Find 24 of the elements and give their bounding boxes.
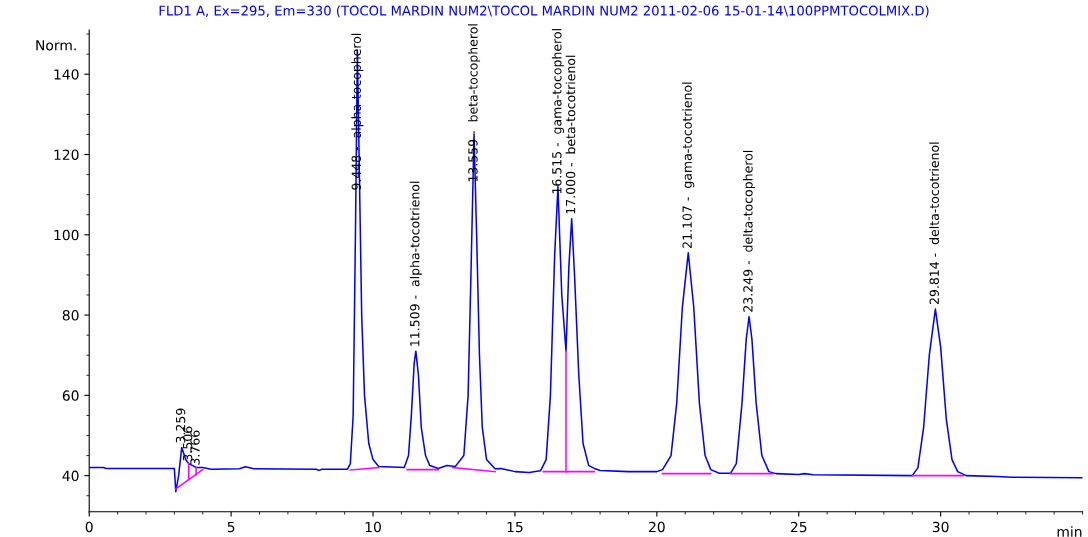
chart-title: FLD1 A, Ex=295, Em=330 (TOCOL MARDIN NUM2\TOCOL MARDIN NUM2 2011-02-06 15-01-14\100PPMTOCOLMIX.D) xyxy=(159,5,929,18)
y-tick-label: 40 xyxy=(62,470,79,482)
x-tick-label: 10 xyxy=(365,521,381,533)
x-tick-label: 30 xyxy=(932,521,949,533)
annotation: 11.509 - alpha-tocotrienol xyxy=(409,181,422,346)
x-tick-label: 20 xyxy=(649,521,665,533)
annotation: 21.107 - gama-tocotrienol xyxy=(682,82,695,248)
x-axis-title: min xyxy=(1057,526,1082,537)
annotation: 9.448 - alpha-tocopherol xyxy=(351,33,364,190)
annotation: 29.814 - delta-tocotrienol xyxy=(929,142,939,305)
y-tick-label: 80 xyxy=(62,310,79,321)
y-tick-label: 100 xyxy=(54,229,79,241)
y-tick-label: 140 xyxy=(54,69,79,80)
x-tick-label: 0 xyxy=(85,521,93,533)
x-tick-label: 15 xyxy=(507,521,523,533)
x-tick-label: 25 xyxy=(790,521,807,533)
y-tick-label: 60 xyxy=(62,390,79,401)
x-tick-label: 5 xyxy=(227,521,235,533)
y-axis-title: Norm. xyxy=(36,40,76,51)
annotation: 13.559 - beta-tocopherol xyxy=(467,24,481,182)
annotation: 16.515 - gama-tocopherol xyxy=(551,29,564,194)
annotation: 23.249 - delta-tocopherol xyxy=(743,150,756,312)
y-tick-label: 120 xyxy=(54,149,79,160)
annotation: 17.000 - beta-tocotrienol xyxy=(565,55,576,214)
